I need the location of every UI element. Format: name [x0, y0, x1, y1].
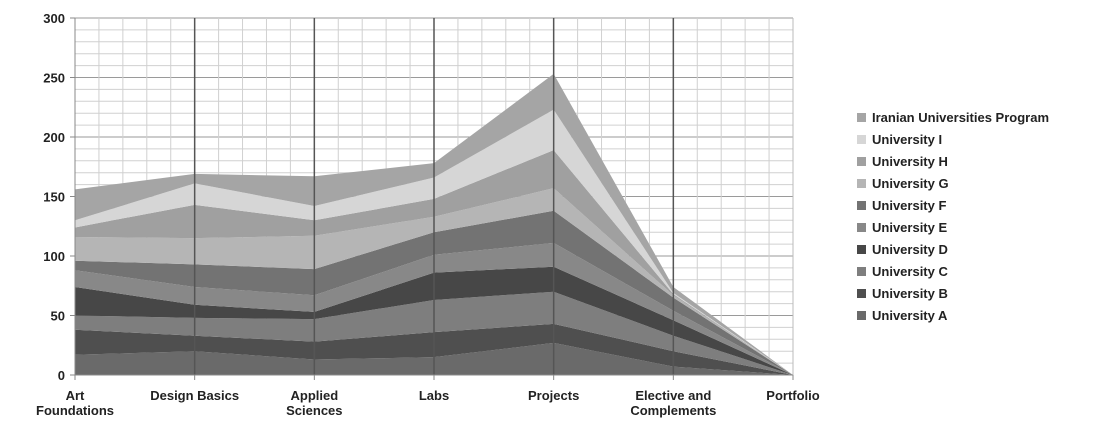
- axes: [70, 17, 794, 380]
- legend-swatch: [857, 157, 866, 166]
- legend-swatch: [857, 135, 866, 144]
- legend-swatch: [857, 245, 866, 254]
- category-lines: [193, 18, 794, 375]
- legend-swatch: [857, 113, 866, 122]
- legend: Iranian Universities Program University I…: [857, 110, 1049, 323]
- legend-swatch: [857, 201, 866, 210]
- legend-swatch: [857, 223, 866, 232]
- x-tick-label: Elective and Complements: [630, 388, 716, 418]
- y-tick-label: 300: [43, 11, 65, 26]
- legend-swatch: [857, 179, 866, 188]
- x-tick-label: Design Basics: [150, 388, 239, 403]
- legend-label: University C: [872, 264, 948, 279]
- legend-label: Iranian Universities Program: [872, 110, 1049, 125]
- y-tick-label: 100: [43, 249, 65, 264]
- x-tick-label: Labs: [419, 388, 449, 403]
- x-tick-label: Projects: [528, 388, 579, 403]
- y-tick-label: 250: [43, 71, 65, 86]
- legend-label: University G: [872, 176, 949, 191]
- y-tick-label: 150: [43, 190, 65, 205]
- x-tick-labels: Art Foundations Design Basics Applied Scienc…: [36, 388, 820, 418]
- y-tick-label: 50: [51, 309, 65, 324]
- legend-swatch: [857, 289, 866, 298]
- legend-label: University B: [872, 286, 948, 301]
- y-tick-label: 200: [43, 130, 65, 145]
- y-tick-labels: 0 50 100 150 200 250 300: [43, 11, 65, 383]
- x-tick-label: Applied Sciences: [286, 388, 342, 418]
- area-university-d: [75, 266, 793, 375]
- legend-label: University E: [872, 220, 947, 235]
- legend-swatch: [857, 311, 866, 320]
- y-tick-label: 0: [58, 368, 65, 383]
- legend-label: University H: [872, 154, 948, 169]
- legend-label: University I: [872, 132, 942, 147]
- legend-swatch: [857, 267, 866, 276]
- legend-label: University D: [872, 242, 948, 257]
- legend-label: University F: [872, 198, 946, 213]
- legend-label: University A: [872, 308, 948, 323]
- x-tick-label: Portfolio: [766, 388, 819, 403]
- x-tick-label: Art Foundations: [36, 388, 114, 418]
